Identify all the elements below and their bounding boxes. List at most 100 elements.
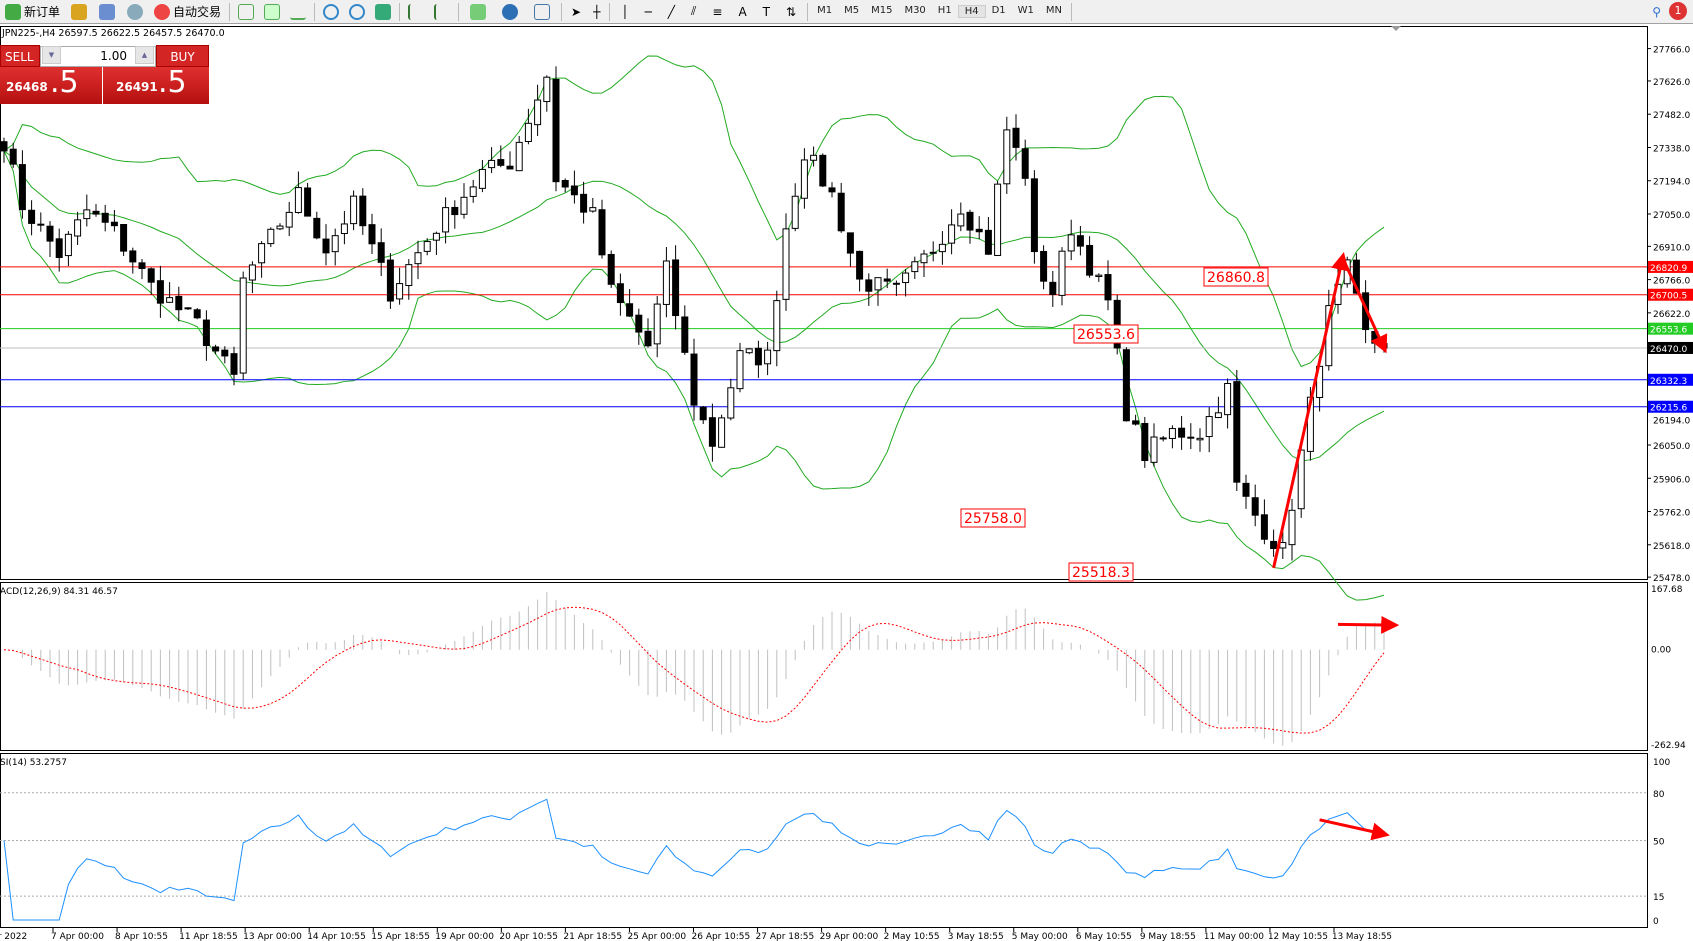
text-label-icon[interactable]: T — [762, 4, 771, 19]
equidistant-channel-icon[interactable]: ⫽ — [691, 4, 697, 18]
timeframe-h1[interactable]: H1 — [937, 5, 952, 16]
templates-icon[interactable] — [534, 3, 551, 20]
candle-body — [828, 187, 836, 193]
candle-body — [975, 228, 983, 233]
candle-body — [1242, 482, 1250, 497]
sell-price[interactable]: 26468.5 — [0, 65, 102, 104]
time-axis-label: 19 Apr 00:00 — [435, 932, 494, 941]
candle-body — [1058, 250, 1066, 296]
bollinger-upper — [3, 55, 1385, 368]
candle-body — [1233, 381, 1241, 483]
candle-body — [1288, 509, 1296, 546]
timeframe-mn[interactable]: MN — [1045, 5, 1062, 16]
timeframe-m1[interactable]: M1 — [817, 5, 833, 16]
price-label-box — [1648, 373, 1693, 386]
zoom-in-icon[interactable] — [323, 3, 340, 20]
timeframe-m30[interactable]: M30 — [904, 5, 926, 16]
cursor-icon[interactable]: ➤ — [571, 4, 582, 19]
horizontal-line-icon[interactable]: ─ — [644, 4, 652, 19]
zoom-out-icon[interactable] — [349, 3, 366, 20]
candle-body — [957, 213, 965, 227]
price-label-box — [1648, 322, 1693, 335]
timeframe-m5[interactable]: M5 — [844, 5, 860, 16]
auto-trading-button[interactable]: 自动交易 — [149, 1, 226, 23]
candle-body — [580, 193, 588, 213]
candle-body — [791, 195, 799, 229]
lot-increase-button[interactable]: ▲ — [135, 46, 154, 64]
auto-scroll-icon[interactable] — [408, 3, 424, 20]
sell-button[interactable]: SELL — [0, 45, 40, 67]
notification-badge[interactable]: 1 — [1669, 2, 1687, 20]
fibonacci-icon[interactable]: ≡ — [712, 4, 723, 19]
text-icon[interactable]: A — [738, 4, 747, 19]
candle-body — [589, 207, 597, 212]
new-order-button[interactable]: 新订单 — [0, 1, 65, 23]
price-axis-label: 27050.0 — [1653, 211, 1690, 221]
navigator-icon[interactable] — [99, 3, 116, 20]
market-watch-icon[interactable] — [71, 3, 88, 20]
candle-body — [129, 250, 137, 263]
toolbar: 新订单 自动交易 ➤ ┼ │ ─ ╱ ⫽ ≡ A T ⇅ M1 M5 M15 M30 H… — [0, 0, 1693, 24]
candle-body — [773, 300, 781, 352]
candle-body — [1076, 235, 1084, 247]
price-label-box — [1648, 288, 1693, 301]
candle-body — [120, 224, 128, 252]
candle-body — [846, 232, 854, 254]
price-axis-label: 27626.0 — [1653, 78, 1690, 88]
chart-shift-icon[interactable] — [434, 3, 450, 20]
bar-chart-icon[interactable] — [238, 3, 255, 20]
search-icon[interactable]: ⚲ — [1652, 4, 1661, 19]
candle-body — [92, 210, 100, 215]
separator — [807, 2, 809, 21]
candle-body — [1178, 427, 1186, 438]
candle-body — [561, 180, 569, 188]
candle-body — [175, 295, 183, 311]
candle-body — [892, 282, 900, 285]
lot-decrease-button[interactable]: ▼ — [42, 46, 61, 64]
timeframe-w1[interactable]: W1 — [1017, 5, 1034, 16]
candle-body — [28, 209, 36, 224]
separator — [458, 2, 460, 21]
vertical-line-icon[interactable]: │ — [621, 4, 629, 19]
separator — [399, 2, 401, 21]
price-annotation: 26553.6 — [1077, 327, 1135, 343]
buy-button[interactable]: BUY — [156, 45, 209, 67]
candle-body — [414, 252, 422, 265]
time-axis-label: pr 2022 — [0, 932, 27, 941]
time-axis-label: 20 Apr 10:55 — [499, 932, 558, 941]
crosshair-icon[interactable]: ┼ — [593, 4, 601, 19]
line-chart-icon[interactable] — [290, 4, 307, 20]
trendline-icon[interactable]: ╱ — [667, 4, 676, 19]
price-annotation: 25758.0 — [964, 511, 1022, 527]
tile-windows-icon[interactable] — [375, 3, 392, 20]
timeframe-h4[interactable]: H4 — [957, 5, 986, 18]
lot-size-input[interactable]: 1.00 — [40, 46, 156, 67]
candle-body — [506, 165, 514, 170]
periods-clock-icon[interactable] — [502, 3, 519, 20]
price-label: 26215.6 — [1650, 404, 1687, 414]
price-axis-label: 25906.0 — [1653, 475, 1690, 485]
rsi-line — [3, 798, 1385, 921]
candle-body — [635, 314, 643, 333]
indicators-icon[interactable] — [470, 3, 487, 20]
candlestick-icon[interactable] — [264, 3, 281, 20]
timeframe-d1[interactable]: D1 — [991, 5, 1006, 16]
candle-body — [101, 212, 109, 223]
candle-body — [184, 307, 192, 310]
separator — [1071, 2, 1072, 21]
signals-icon[interactable] — [127, 3, 144, 20]
arrows-icon[interactable]: ⇅ — [786, 4, 797, 19]
time-axis-label: 13 May 18:55 — [1332, 932, 1392, 941]
timeframe-m15[interactable]: M15 — [871, 5, 893, 16]
time-axis-label: 2 May 10:55 — [884, 932, 940, 941]
chart-area[interactable]: 27766.0 27626.0 27482.0 27338.0 27194.0 27050… — [0, 26, 1693, 941]
buy-price[interactable]: 26491.5 — [103, 65, 209, 104]
main-chart-frame — [0, 26, 1648, 580]
price-label: 26553.6 — [1650, 326, 1687, 336]
time-axis-label: 14 Apr 10:55 — [307, 932, 366, 941]
candle-body — [856, 250, 864, 280]
candle-body — [1132, 420, 1140, 425]
candle-body — [708, 417, 716, 447]
candle-body — [359, 195, 367, 227]
candle-body — [212, 346, 220, 352]
